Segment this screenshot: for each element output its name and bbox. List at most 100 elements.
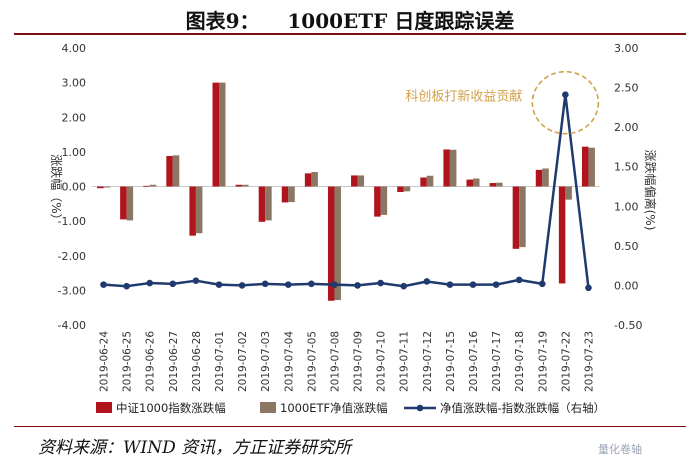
index-bar xyxy=(535,169,543,187)
index-bar xyxy=(351,175,358,187)
y-tick-label: 2.00 xyxy=(62,111,87,124)
y-axis-title: 涨跌幅（%） xyxy=(49,154,64,225)
diff-point xyxy=(469,281,477,288)
etf-bar xyxy=(195,186,203,234)
x-tick-label: 2019-07-19 xyxy=(537,331,549,392)
x-tick-label: 2019-07-02 xyxy=(237,331,249,392)
title-divider xyxy=(14,33,686,35)
etf-bar xyxy=(103,186,111,188)
diff-point xyxy=(123,282,130,290)
index-bar xyxy=(97,186,104,189)
etf-bar xyxy=(311,171,318,187)
index-bar xyxy=(143,185,150,187)
x-tick-label: 2019-07-12 xyxy=(422,331,434,392)
diff-point xyxy=(515,276,523,284)
index-bar xyxy=(120,186,127,220)
index-bar xyxy=(258,186,266,222)
x-tick-label: 2019-07-18 xyxy=(514,331,526,392)
y-tick-label: 1.00 xyxy=(62,146,87,159)
y2-tick-label: 0.00 xyxy=(614,279,639,292)
y2-tick-label: 3.00 xyxy=(614,42,639,55)
annotation-ellipse xyxy=(531,70,600,135)
y-tick-label: -3.00 xyxy=(58,284,86,297)
etf-bar xyxy=(403,186,411,192)
etf-bar xyxy=(334,186,341,301)
diff-point xyxy=(215,281,223,288)
index-bar xyxy=(397,186,404,193)
x-tick-label: 2019-07-05 xyxy=(306,331,318,392)
index-bar xyxy=(581,146,589,187)
watermark-logo: 量化卷轴 xyxy=(598,443,642,456)
y2-tick-label: 2.00 xyxy=(614,121,639,134)
etf-bar xyxy=(149,184,157,187)
diff-point xyxy=(400,282,408,290)
etf-bar xyxy=(380,186,388,215)
y-tick-label: -4.00 xyxy=(58,319,86,332)
diff-point xyxy=(261,280,269,288)
y2-tick-label: 2.50 xyxy=(614,82,639,95)
diff-point xyxy=(308,280,315,288)
index-bar xyxy=(512,186,520,249)
y2-axis-title: 涨跌幅偏离(%) xyxy=(643,150,658,231)
x-tick-label: 2019-06-26 xyxy=(145,331,157,392)
etf-bar xyxy=(426,175,434,187)
etf-bar xyxy=(565,186,572,200)
etf-bar xyxy=(288,186,295,203)
y-tick-label: -1.00 xyxy=(58,215,86,228)
index-bar xyxy=(212,82,219,187)
x-tick-label: 2019-06-25 xyxy=(122,331,134,392)
diff-point xyxy=(331,281,338,288)
x-tick-label: 2019-07-15 xyxy=(445,331,457,392)
diff-point xyxy=(169,280,177,288)
y-tick-label: 0.00 xyxy=(62,181,87,194)
x-tick-label: 2019-06-27 xyxy=(168,331,180,392)
x-tick-label: 2019-07-23 xyxy=(583,331,595,392)
index-bar xyxy=(443,149,450,187)
y2-tick-label: 1.50 xyxy=(614,161,639,174)
y2-tick-label: 1.00 xyxy=(614,200,639,213)
legend-swatch-diff-dot xyxy=(416,404,424,412)
diff-point xyxy=(238,282,246,289)
diff-point xyxy=(585,284,592,292)
etf-bar xyxy=(126,186,134,221)
diff-point xyxy=(146,279,154,287)
diff-point xyxy=(492,281,500,288)
index-bar xyxy=(166,156,173,187)
etf-bar xyxy=(265,186,272,221)
x-tick-label: 2019-07-01 xyxy=(214,331,226,392)
legend-label-etf: 1000ETF净值涨跌幅 xyxy=(280,401,388,415)
x-tick-label: 2019-07-10 xyxy=(376,331,388,392)
index-bar xyxy=(489,183,497,187)
y-tick-label: 4.00 xyxy=(62,42,87,55)
x-tick-label: 2019-07-22 xyxy=(560,331,572,392)
x-tick-label: 2019-07-09 xyxy=(353,331,365,392)
y-tick-label: 3.00 xyxy=(62,77,87,90)
x-tick-label: 2019-07-08 xyxy=(329,331,341,392)
legend-label-index: 中证1000指数涨跌幅 xyxy=(116,401,226,415)
index-bar xyxy=(327,186,335,301)
source-divider xyxy=(14,426,686,427)
y2-tick-label: -0.50 xyxy=(614,319,642,332)
source-note: 资料来源：WIND 资讯，方正证券研究所 xyxy=(38,438,352,458)
index-bar xyxy=(304,173,312,187)
diff-line xyxy=(103,93,590,288)
diff-point xyxy=(423,278,431,285)
diff-point xyxy=(377,279,384,287)
index-bar xyxy=(281,186,289,203)
index-bar xyxy=(420,177,427,187)
diff-point xyxy=(538,280,546,288)
x-tick-label: 2019-07-17 xyxy=(491,331,503,392)
index-bar xyxy=(235,184,243,187)
etf-bar xyxy=(219,82,226,187)
x-tick-label: 2019-06-24 xyxy=(99,331,111,392)
etf-bar xyxy=(519,186,526,248)
x-tick-label: 2019-07-11 xyxy=(399,331,411,392)
etf-bar xyxy=(449,149,457,187)
diff-point xyxy=(354,282,361,289)
diff-point xyxy=(446,281,454,288)
x-tick-label: 2019-07-04 xyxy=(283,331,295,392)
x-tick-label: 2019-07-03 xyxy=(260,331,272,392)
chart-title: 图表9： 1000ETF 日度跟踪误差 xyxy=(185,9,515,33)
index-bar xyxy=(374,186,381,217)
diff-point xyxy=(100,281,107,288)
